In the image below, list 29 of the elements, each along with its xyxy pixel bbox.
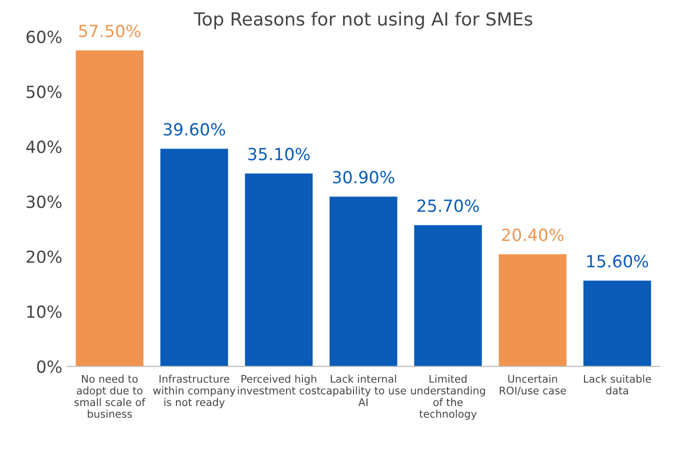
x-tick-label: Lack suitable data (584, 374, 651, 394)
y-tick-label: 0% (37, 360, 62, 373)
data-label: 35.10% (248, 148, 310, 160)
bar (244, 173, 313, 366)
bar (160, 148, 228, 366)
data-label: 57.50% (79, 24, 140, 38)
data-label: 25.70% (417, 199, 479, 212)
y-tick-label: 10% (27, 305, 62, 318)
bar (498, 254, 566, 366)
x-tick-label: Uncertain ROI/use case (500, 374, 566, 396)
data-label: 15.60% (587, 254, 648, 268)
x-tick-label: No need to adopt due to small scale of business (74, 374, 146, 418)
x-tick-label: Perceived high investment cost (238, 374, 320, 394)
bar (583, 280, 652, 366)
data-label: 20.40% (502, 228, 564, 242)
chart-title: Top Reasons for not using AI for SMEs (194, 12, 532, 30)
bar (76, 50, 144, 366)
data-label: 30.90% (332, 170, 394, 184)
y-tick-label: 60% (26, 30, 62, 44)
data-label: 39.60% (164, 123, 226, 136)
y-tick-label: 40% (26, 140, 62, 154)
bar (330, 196, 398, 366)
x-tick-label: Lack internal capability to use AI (320, 374, 406, 406)
y-tick-label: 50% (26, 86, 62, 98)
y-tick-label: 20% (26, 250, 62, 264)
x-tick-label: Limited understanding of the technology (411, 374, 485, 420)
x-tick-label: Infrastructure within company is not ready (153, 374, 236, 408)
bar (414, 225, 482, 366)
y-tick-label: 30% (26, 195, 62, 208)
